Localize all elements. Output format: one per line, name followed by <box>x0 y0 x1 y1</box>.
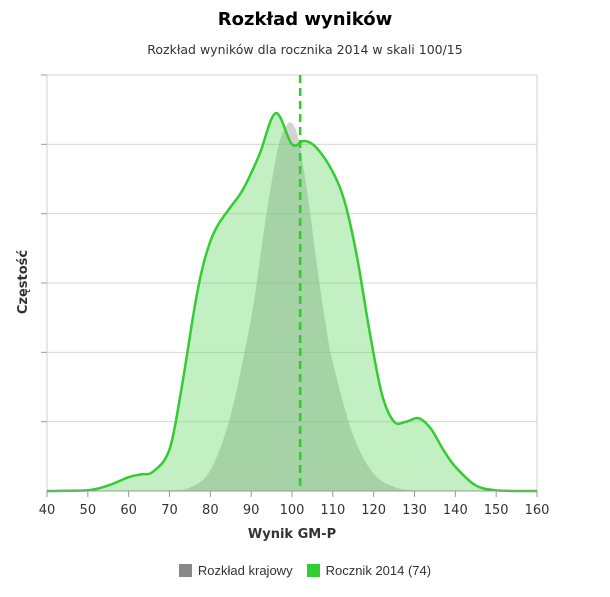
x-tick-label: 130 <box>402 503 427 518</box>
x-tick-label: 90 <box>243 503 260 518</box>
x-tick-label: 140 <box>443 503 468 518</box>
x-tick-label: 110 <box>320 503 345 518</box>
series-area-cohort <box>47 113 537 491</box>
legend: Rozkład krajowy Rocznik 2014 (74) <box>0 563 610 578</box>
x-tick-label: 50 <box>80 503 97 518</box>
x-tick-label: 120 <box>361 503 386 518</box>
x-tick-label: 80 <box>202 503 219 518</box>
legend-item-cohort[interactable]: Rocznik 2014 (74) <box>306 563 432 578</box>
x-axis-title: Wynik GM-P <box>248 527 336 542</box>
legend-label-cohort: Rocznik 2014 (74) <box>325 563 432 578</box>
axes: 40 50 60 70 80 90 100 110 120 130 140 150 160 <box>39 490 550 518</box>
legend-item-national[interactable]: Rozkład krajowy <box>178 563 293 578</box>
y-axis-title: Częstość <box>16 250 31 315</box>
chart-subtitle: Rozkład wyników dla rocznika 2014 w skal… <box>147 42 463 57</box>
legend-label-national: Rozkład krajowy <box>197 563 293 578</box>
chart-title: Rozkład wyników <box>217 9 393 30</box>
legend-swatch-national <box>178 564 192 577</box>
x-tick-label: 60 <box>120 503 137 518</box>
x-tick-label: 40 <box>39 503 56 518</box>
x-tick-label: 100 <box>280 503 305 518</box>
legend-swatch-cohort <box>306 564 320 577</box>
x-tick-label: 150 <box>484 503 509 518</box>
series-line-cohort <box>46 111 537 493</box>
series-area-national <box>47 121 537 491</box>
x-tick-label: 160 <box>525 503 550 518</box>
series-layer <box>46 111 537 493</box>
x-tick-label: 70 <box>161 503 178 518</box>
